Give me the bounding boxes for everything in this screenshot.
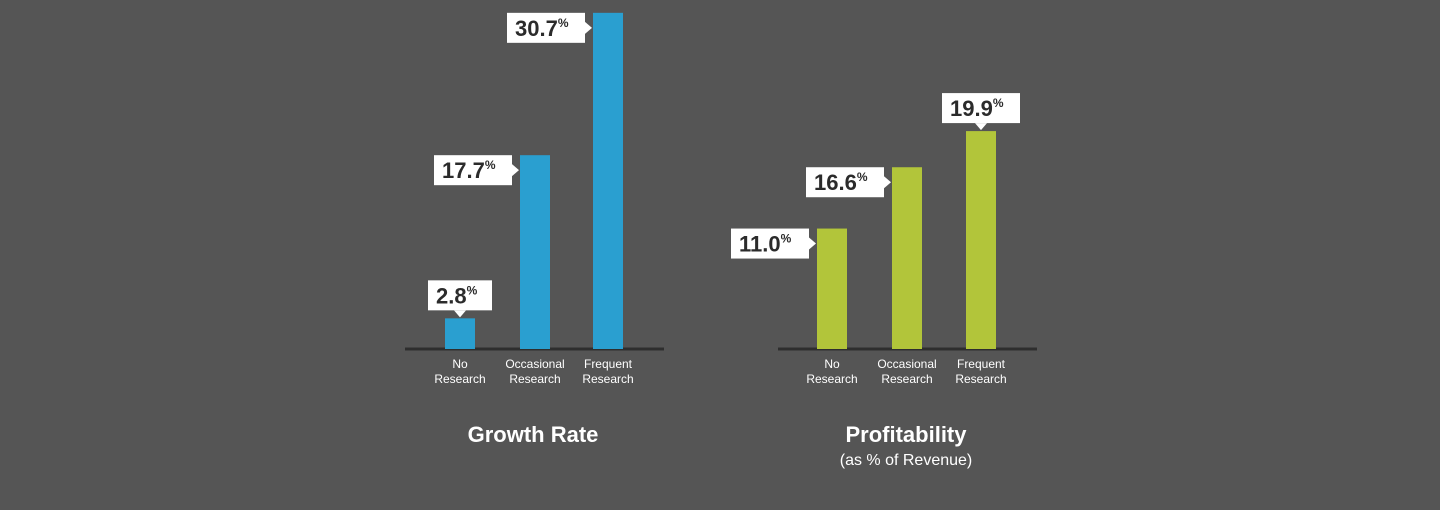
bar [892,167,922,349]
chart-title: Growth Rate [468,422,599,447]
category-label: Research [881,372,932,386]
chart-subtitle: (as % of Revenue) [840,452,973,469]
callout-pointer [512,164,519,177]
category-label: Research [806,372,857,386]
chart-title: Profitability [845,422,967,447]
bar [445,318,475,349]
category-label: Frequent [584,357,633,371]
value-callout: 30.7% [507,12,592,43]
value-callout: 16.6% [806,167,891,198]
bar [817,228,847,349]
category-label: Research [955,372,1006,386]
callout-pointer [884,176,891,189]
profitability-chart: 11.0%NoResearch16.6%OccasionalResearch19… [731,93,1037,469]
callout-box [731,228,809,259]
value-callout: 19.9% [942,93,1020,131]
category-label: Occasional [877,357,936,371]
callout-pointer [809,237,816,250]
category-label: Research [434,372,485,386]
value-callout: 11.0% [731,228,816,259]
category-label: No [452,357,468,371]
category-label: No [824,357,840,371]
category-label: Research [582,372,633,386]
callout-pointer [454,310,466,318]
callout-box [806,167,884,198]
bar [966,131,996,349]
value-callout: 2.8% [428,280,492,318]
bar [593,12,623,350]
category-label: Occasional [505,357,564,371]
callout-box [434,155,512,186]
growth-rate-chart: 2.8%NoResearch17.7%OccasionalResearch30.… [405,12,664,447]
callout-box [942,93,1020,124]
callout-box [428,280,492,311]
category-label: Research [509,372,560,386]
callout-pointer [975,123,987,131]
category-label: Frequent [957,357,1006,371]
value-callout: 17.7% [434,155,519,186]
callout-pointer [585,21,592,34]
bar [520,155,550,349]
callout-box [507,12,585,43]
